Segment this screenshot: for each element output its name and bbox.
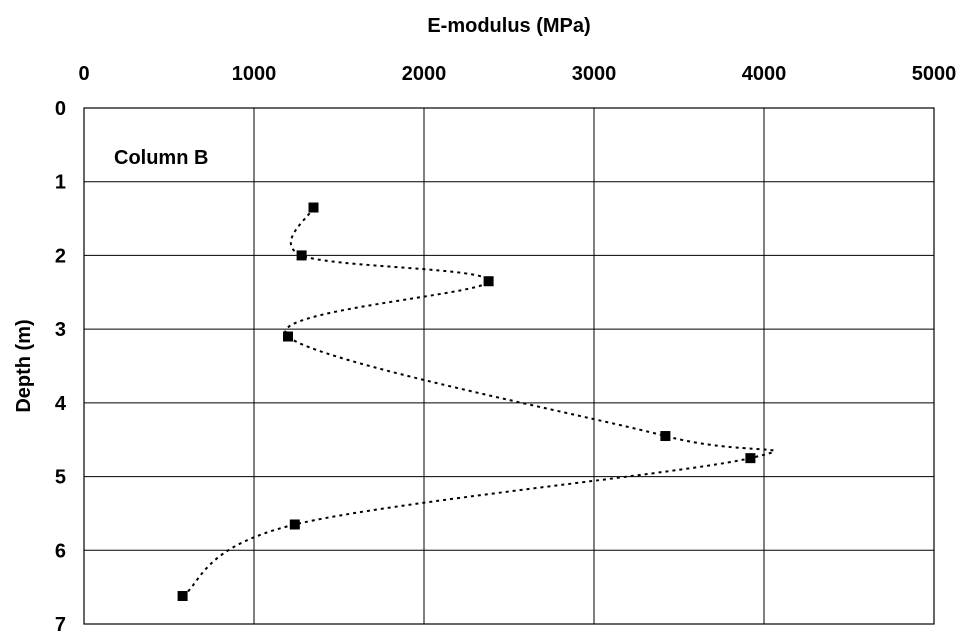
y-tick-label: 0	[55, 98, 66, 120]
data-point-marker	[745, 453, 756, 464]
data-point-marker	[296, 250, 307, 261]
x-tick-label: 0	[78, 63, 89, 85]
y-tick-label: 3	[55, 319, 66, 341]
y-tick-label: 5	[55, 467, 66, 489]
y-tick-label: 1	[55, 172, 66, 194]
x-tick-label: 1000	[232, 63, 277, 85]
data-point-marker	[283, 331, 293, 342]
data-markers	[177, 202, 756, 601]
data-point-marker	[308, 202, 319, 213]
x-tick-labels: 0 1000 2000 3000 4000 5000	[78, 63, 956, 85]
series-dotted-line	[182, 207, 776, 597]
x-tick-label: 5000	[912, 63, 957, 85]
data-point-marker	[483, 276, 494, 287]
x-axis-title: E-modulus (MPa)	[427, 15, 590, 37]
y-tick-labels: 0 1 2 3 4 5 6 7	[55, 98, 67, 635]
y-axis-title: Depth (m)	[13, 319, 35, 412]
data-point-marker	[177, 590, 188, 601]
x-tick-label: 2000	[402, 63, 447, 85]
gridlines	[84, 108, 934, 624]
data-point-marker	[660, 431, 671, 442]
y-tick-label: 2	[55, 245, 66, 267]
data-point-marker	[289, 519, 300, 530]
y-tick-label: 6	[55, 540, 66, 562]
x-tick-label: 4000	[742, 63, 787, 85]
plot-area	[84, 108, 934, 624]
y-tick-label: 7	[55, 614, 66, 635]
plot-border	[83, 107, 935, 625]
x-tick-label: 3000	[572, 63, 617, 85]
column-annotation: Column B	[114, 147, 208, 169]
y-tick-label: 4	[55, 393, 67, 415]
